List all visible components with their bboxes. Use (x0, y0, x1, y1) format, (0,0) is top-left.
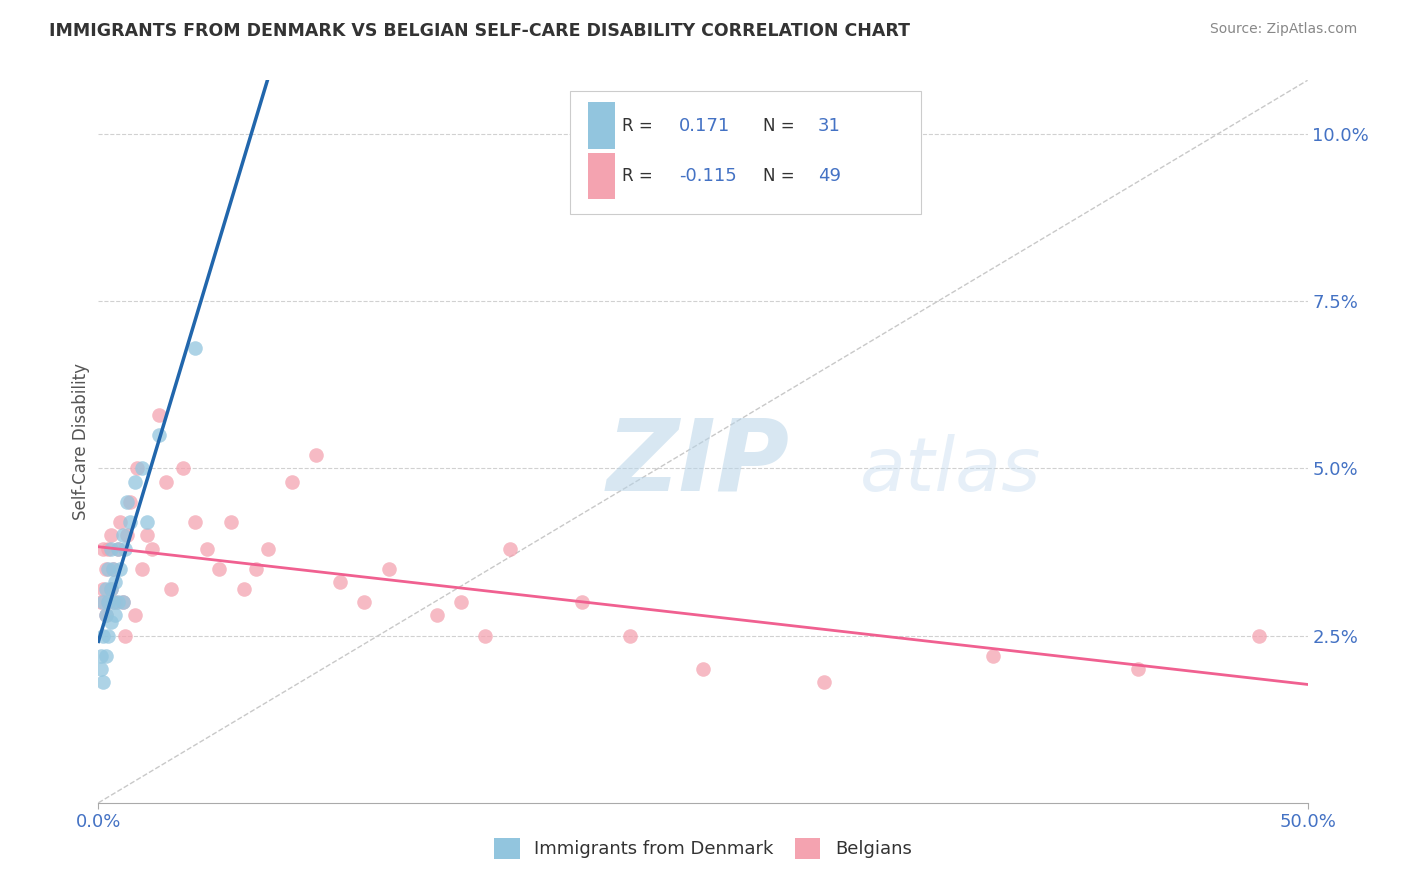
Point (94, 608, 117, 623)
Point (91, 628, 114, 642)
Point (90, 595, 112, 609)
Bar (588, 153, 614, 200)
Point (94, 648, 117, 663)
Point (498, 541, 520, 556)
Point (141, 541, 163, 556)
Point (131, 562, 153, 576)
Point (100, 582, 122, 596)
Point (111, 528, 134, 542)
Point (155, 475, 177, 489)
Point (148, 408, 170, 422)
Text: ZIP: ZIP (606, 415, 789, 512)
Point (474, 628, 496, 642)
Point (104, 595, 127, 609)
Point (90, 648, 112, 663)
Point (101, 595, 124, 609)
Point (100, 541, 122, 556)
Point (97, 562, 120, 576)
Point (108, 515, 131, 529)
Point (94, 582, 117, 596)
Point (100, 582, 122, 596)
Point (118, 494, 141, 508)
Point (281, 475, 304, 489)
Point (450, 595, 472, 609)
Text: 31: 31 (818, 117, 841, 135)
Point (117, 528, 139, 542)
Text: 49: 49 (818, 168, 841, 186)
Text: R =: R = (621, 117, 652, 135)
Text: Source: ZipAtlas.com: Source: ZipAtlas.com (1209, 22, 1357, 37)
Point (131, 461, 153, 475)
Point (195, 541, 218, 556)
Point (104, 574, 127, 589)
Point (353, 595, 375, 609)
Point (108, 562, 131, 576)
Text: -0.115: -0.115 (679, 168, 737, 186)
Point (124, 608, 146, 623)
Point (1249, 628, 1271, 642)
Point (148, 427, 170, 442)
Point (571, 595, 593, 609)
Text: IMMIGRANTS FROM DENMARK VS BELGIAN SELF-CARE DISABILITY CORRELATION CHART: IMMIGRANTS FROM DENMARK VS BELGIAN SELF-… (49, 22, 910, 40)
Point (135, 528, 157, 542)
Point (101, 562, 124, 576)
Point (692, 662, 714, 676)
Point (981, 648, 1004, 663)
FancyBboxPatch shape (569, 91, 921, 214)
Point (107, 595, 129, 609)
Point (91, 541, 114, 556)
Point (118, 515, 141, 529)
Bar (588, 102, 614, 149)
Point (619, 628, 641, 642)
Point (101, 562, 124, 576)
Text: 0.171: 0.171 (679, 117, 730, 135)
Point (127, 461, 149, 475)
Text: R =: R = (621, 168, 652, 186)
Point (256, 541, 278, 556)
Point (91, 582, 114, 596)
Point (208, 562, 231, 576)
Text: N =: N = (763, 168, 794, 186)
Point (172, 461, 194, 475)
Point (160, 582, 183, 596)
Point (117, 494, 139, 508)
Point (184, 515, 207, 529)
Point (91, 595, 114, 609)
Point (94, 608, 117, 623)
Point (377, 562, 399, 576)
Point (97, 595, 120, 609)
Point (124, 475, 146, 489)
Point (94, 562, 117, 576)
Point (114, 541, 136, 556)
Point (232, 582, 254, 596)
Point (107, 541, 129, 556)
Point (111, 595, 134, 609)
Point (100, 528, 122, 542)
Point (426, 608, 449, 623)
Point (97, 595, 120, 609)
Point (97, 628, 120, 642)
Y-axis label: Self-Care Disability: Self-Care Disability (72, 363, 90, 520)
Point (104, 608, 127, 623)
Point (221, 515, 243, 529)
Point (111, 595, 134, 609)
Point (813, 675, 835, 690)
Point (114, 628, 136, 642)
Text: N =: N = (763, 117, 794, 135)
Legend: Immigrants from Denmark, Belgians: Immigrants from Denmark, Belgians (486, 830, 920, 866)
Point (90, 662, 112, 676)
Point (184, 341, 207, 355)
Point (305, 448, 328, 462)
Point (329, 574, 352, 589)
Point (1128, 662, 1150, 676)
Point (135, 515, 157, 529)
Point (91, 675, 114, 690)
Point (107, 541, 129, 556)
Point (97, 541, 120, 556)
Point (245, 562, 267, 576)
Text: atlas: atlas (860, 434, 1042, 507)
Point (100, 615, 122, 630)
